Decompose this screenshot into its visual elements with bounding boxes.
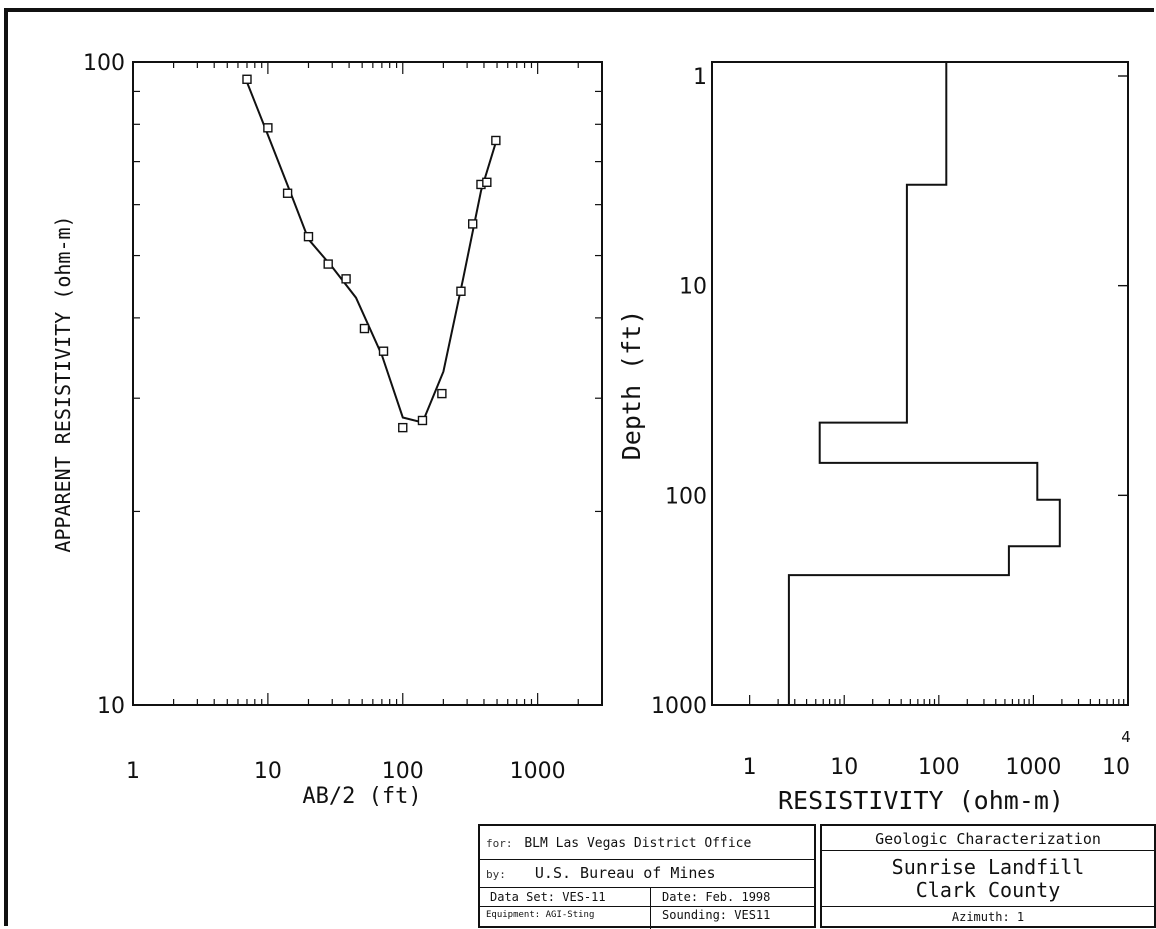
data-point (282, 188, 293, 198)
layer-model-line (787, 62, 1061, 705)
y-tick-label: 10 (97, 694, 125, 719)
x-tick-label: 10 (1102, 755, 1130, 780)
by-row: by: U.S. Bureau of Mines (486, 864, 816, 882)
data-point (417, 415, 428, 426)
y-tick-label: 1000 (651, 694, 707, 719)
sounding: Sounding: VES11 (662, 908, 771, 922)
data-point (491, 135, 501, 146)
y-tick-label: 10 (679, 275, 707, 300)
x-tick-exponent: 4 (1121, 728, 1131, 746)
data-point (263, 123, 273, 133)
data-point (242, 74, 252, 84)
data-point (482, 177, 492, 187)
x-tick-label: 100 (382, 759, 424, 784)
data-point (303, 231, 314, 242)
x-tick-label: 1 (743, 755, 757, 780)
plot-frame (132, 61, 603, 706)
drawing-frame (4, 8, 1154, 926)
data-point (378, 346, 389, 356)
x-tick-label: 10 (830, 755, 858, 780)
title-block-left: for: BLM Las Vegas District Office by: U… (478, 824, 816, 929)
y-tick-label: 100 (83, 51, 125, 76)
x-tick-label: 1000 (1005, 755, 1061, 780)
x-axis-title: RESISTIVITY (ohm-m) (778, 786, 1064, 815)
data-point (398, 422, 408, 433)
equipment: Equipment: AGI-Sting (486, 910, 595, 920)
for-label: for: (486, 837, 513, 850)
by-label: by: (486, 868, 506, 881)
model-curve (246, 81, 498, 424)
for-row: for: BLM Las Vegas District Office (486, 836, 816, 851)
for-value: BLM Las Vegas District Office (524, 836, 752, 851)
data-point (456, 286, 466, 296)
plot-frame (711, 61, 1129, 706)
date: Date: Feb. 1998 (662, 890, 771, 904)
y-axis-title: APPARENT RESISTIVITY (ohm-m) (51, 215, 75, 552)
data-point (341, 274, 351, 284)
by-value: U.S. Bureau of Mines (534, 864, 716, 882)
x-tick-label: 1 (126, 759, 140, 784)
project-heading: Geologic Characterization (875, 830, 1101, 848)
data-set: Data Set: VES-11 (490, 890, 606, 904)
azimuth: Azimuth: 1 (951, 910, 1025, 924)
x-tick-label: 1000 (510, 759, 566, 784)
x-tick-label: 100 (918, 755, 960, 780)
y-tick-label: 1 (693, 65, 707, 90)
data-point (437, 388, 447, 399)
data-point (323, 259, 333, 269)
data-point (468, 219, 478, 229)
project-name: Sunrise Landfill (891, 855, 1085, 879)
resistivity-depth-chart: 1 10 100 1000 10 4 1 10 100 1000 RESISTIVITY (ohm-… (617, 61, 1131, 815)
x-axis-title: AB/2 (ft) (302, 784, 421, 809)
y-axis-title: Depth (ft) (617, 310, 646, 461)
data-point (359, 323, 370, 334)
x-tick-label: 10 (254, 759, 282, 784)
y-tick-label: 100 (665, 484, 707, 509)
title-block-right: Geologic Characterization Sunrise Landfi… (820, 824, 1156, 928)
project-county: Clark County (915, 878, 1061, 902)
